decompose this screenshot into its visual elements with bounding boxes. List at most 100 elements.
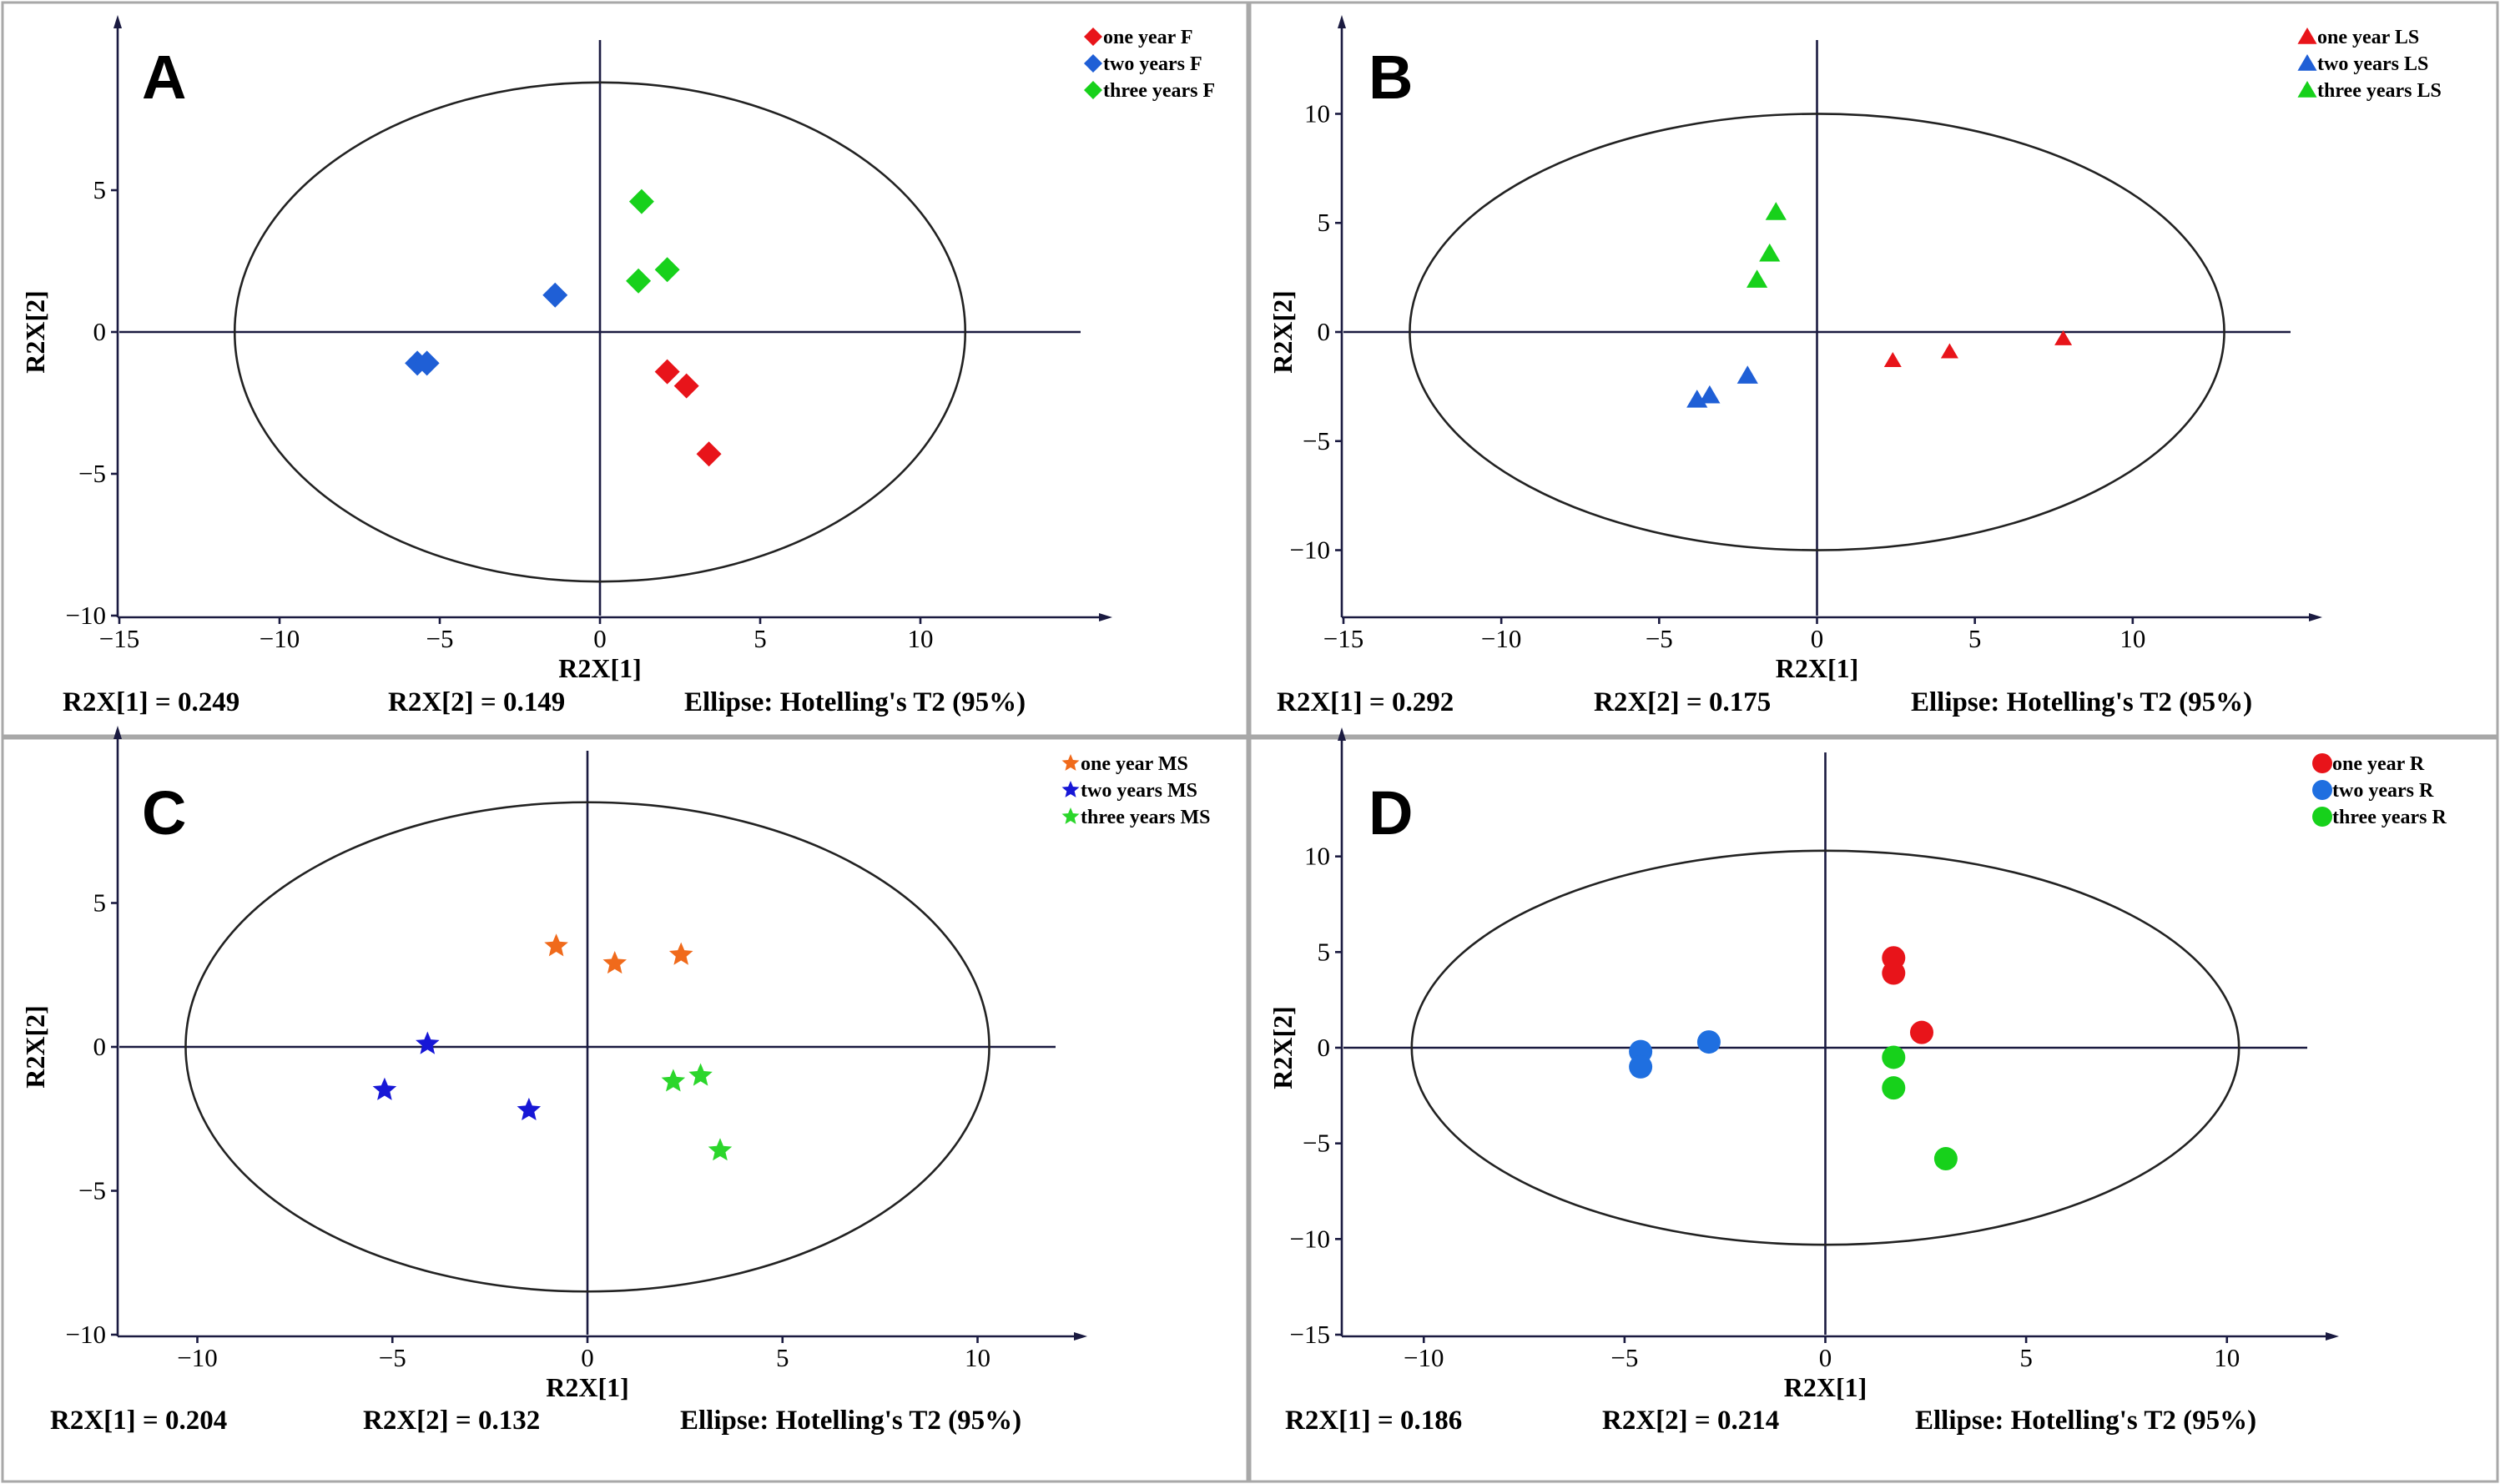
data-point: [1883, 352, 1902, 367]
y-tick-label: −5: [1303, 1129, 1330, 1158]
x-tick-label: 5: [1968, 624, 1982, 653]
legend-label: three years F: [1103, 80, 1215, 102]
legend-label: two years LS: [2317, 53, 2428, 75]
hotelling-ellipse: [184, 801, 990, 1293]
y-tick-label: −10: [66, 601, 106, 630]
x-tick-label: 0: [1819, 1343, 1832, 1372]
footer-stat: R2X[1] = 0.249: [63, 687, 239, 717]
data-point: [1629, 1054, 1653, 1079]
panel-letter: C: [142, 778, 186, 848]
data-point: [654, 257, 680, 283]
panel-border: [1248, 1, 2499, 737]
hotelling-ellipse: [1409, 113, 2225, 551]
legend-marker: [2312, 753, 2332, 773]
footer-stat: R2X[1] = 0.186: [1285, 1406, 1462, 1436]
y-tick-label: 5: [93, 175, 107, 204]
footer-stat: R2X[2] = 0.175: [1594, 687, 1771, 717]
legend-marker: [2297, 54, 2317, 71]
data-point: [673, 373, 699, 399]
legend-marker: [1084, 28, 1102, 46]
data-point: [1686, 390, 1708, 408]
y-tick-label: −5: [78, 459, 106, 488]
footer-stat: R2X[2] = 0.132: [363, 1406, 540, 1436]
legend-label: two years R: [2332, 780, 2434, 802]
data-point: [517, 1097, 542, 1120]
y-axis-title: R2X[2]: [20, 1005, 50, 1089]
panel-border: [1, 1, 1249, 737]
footer-stat: R2X[2] = 0.214: [1602, 1406, 1779, 1436]
x-tick-label: −10: [260, 624, 300, 653]
x-tick-label: −15: [1323, 624, 1363, 653]
x-axis-arrow: [1074, 1332, 1087, 1341]
y-tick-label: −5: [78, 1176, 106, 1205]
panel-letter: A: [142, 43, 186, 112]
y-tick-label: 10: [1304, 842, 1330, 871]
data-point: [1940, 343, 1958, 359]
footer-stat: R2X[1] = 0.292: [1277, 687, 1454, 717]
legend-marker: [1061, 781, 1080, 797]
footer-stat: Ellipse: Hotelling's T2 (95%): [684, 687, 1026, 717]
data-point: [1882, 961, 1906, 985]
panel-letter: D: [1368, 778, 1413, 848]
legend-marker: [2312, 780, 2332, 800]
y-axis-arrow: [1338, 15, 1346, 28]
data-point: [542, 282, 568, 308]
x-tick-label: −5: [426, 624, 454, 653]
y-axis-arrow: [1338, 727, 1346, 741]
data-point: [1882, 1045, 1906, 1069]
data-point: [1759, 243, 1781, 262]
x-axis-arrow: [1099, 613, 1112, 621]
panel-border: [1248, 737, 2499, 1483]
data-point: [1933, 1147, 1958, 1171]
y-axis-title: R2X[2]: [1268, 1006, 1298, 1089]
y-tick-label: −10: [1290, 1224, 1330, 1253]
y-tick-label: −10: [1290, 536, 1330, 565]
x-axis-arrow: [2309, 613, 2322, 621]
x-tick-label: −5: [1610, 1343, 1638, 1372]
y-axis-title: R2X[2]: [1268, 290, 1298, 374]
legend-label: one year R: [2332, 753, 2425, 775]
x-tick-label: 10: [965, 1343, 990, 1372]
y-tick-label: 0: [93, 1032, 107, 1061]
y-axis-arrow: [113, 726, 122, 739]
x-tick-label: 10: [2214, 1343, 2240, 1372]
y-axis-arrow: [113, 15, 122, 28]
legend-label: three years R: [2332, 807, 2447, 828]
data-point: [696, 441, 722, 467]
legend-label: one year MS: [1081, 753, 1188, 775]
data-point: [708, 1138, 733, 1161]
data-point: [414, 350, 440, 376]
data-point: [661, 1069, 686, 1092]
panel-letter: B: [1368, 43, 1413, 112]
x-tick-label: 0: [1811, 624, 1824, 653]
data-point: [1882, 1076, 1906, 1100]
legend: one year R two years R three years R: [2312, 753, 2447, 828]
data-point: [372, 1077, 397, 1100]
data-point: [628, 189, 654, 214]
x-tick-label: 10: [908, 624, 934, 653]
y-axis-title: R2X[2]: [20, 290, 50, 374]
data-point: [1746, 269, 1768, 288]
x-tick-label: −10: [1481, 624, 1521, 653]
y-tick-label: 0: [93, 317, 107, 346]
data-point: [626, 268, 652, 294]
x-tick-label: −5: [1646, 624, 1673, 653]
legend-marker: [1061, 807, 1080, 824]
x-tick-label: 10: [2119, 624, 2145, 653]
x-tick-label: −10: [177, 1343, 217, 1372]
legend-marker: [1084, 54, 1102, 73]
data-point: [544, 933, 568, 957]
legend-marker: [2297, 81, 2317, 98]
y-tick-label: 0: [1318, 1033, 1331, 1062]
legend: one year MS two years MS three years MS: [1061, 753, 1211, 828]
legend-label: one year LS: [2317, 27, 2419, 48]
legend-label: two years MS: [1081, 780, 1197, 802]
data-point: [668, 942, 693, 965]
y-tick-label: 5: [93, 888, 107, 918]
data-point: [1699, 385, 1721, 404]
y-tick-label: −15: [1290, 1320, 1330, 1349]
y-tick-label: 0: [1318, 317, 1331, 346]
